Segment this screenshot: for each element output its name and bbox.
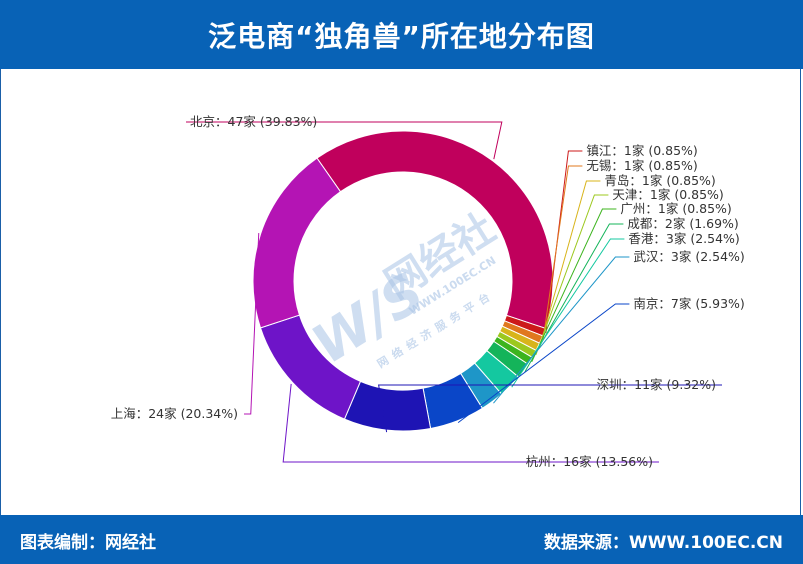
data-label-7: 香港：3家 (2.54%) — [628, 231, 739, 246]
chart-title: 泛电商“独角兽”所在地分布图 — [208, 19, 595, 53]
data-label-9: 南京：7家 (5.93%) — [633, 296, 744, 311]
data-label-0: 北京：47家 (39.83%) — [190, 114, 317, 129]
data-label-1: 镇江：1家 (0.85%) — [586, 143, 697, 158]
leader-line-7 — [511, 238, 625, 388]
leader-line-3 — [539, 180, 601, 348]
leader-line-10 — [378, 384, 722, 433]
donut-labels: 北京：47家 (39.83%) 镇江：1家 (0.85%)无锡：1家 (0.85%… — [111, 114, 745, 469]
leader-line-8 — [493, 256, 630, 404]
data-label-6: 成都：2家 (1.69%) — [627, 216, 738, 231]
donut-chart: W/S 网经社 WWW.100EC.CN 网络经济服务平台 北京：47家 (39… — [111, 114, 745, 469]
leader-line-12 — [244, 233, 260, 415]
data-label-11: 杭州：16家 (13.56%) — [526, 454, 653, 469]
footer-compiler: 图表编制：网经社 — [20, 533, 156, 553]
leader-line-5 — [531, 208, 617, 363]
leader-line-9 — [457, 303, 630, 424]
header-bar: 泛电商“独角兽”所在地分布图 — [0, 0, 803, 69]
leader-line-11 — [282, 383, 659, 463]
data-label-4: 天津：1家 (0.85%) — [612, 187, 723, 202]
leader-line-6 — [524, 223, 624, 373]
donut-slices — [252, 130, 554, 432]
data-label-8: 武汉：3家 (2.54%) — [633, 249, 744, 264]
donut-slice-12 — [252, 157, 342, 329]
footer-bar: 图表编制：网经社 数据来源：WWW.100EC.CN — [0, 515, 803, 564]
leader-line-4 — [535, 194, 609, 356]
data-label-10: 深圳：11家 (9.32%) — [597, 377, 716, 392]
leader-line-1 — [545, 150, 583, 333]
data-label-3: 青岛：1家 (0.85%) — [604, 173, 715, 188]
footer-source: 数据来源：WWW.100EC.CN — [543, 533, 783, 553]
leader-line-0 — [186, 121, 503, 160]
data-label-2: 无锡：1家 (0.85%) — [586, 158, 697, 173]
data-label-5: 广州：1家 (0.85%) — [620, 201, 731, 216]
leader-line-2 — [542, 165, 583, 341]
data-label-12: 上海：24家 (20.34%) — [111, 406, 238, 421]
